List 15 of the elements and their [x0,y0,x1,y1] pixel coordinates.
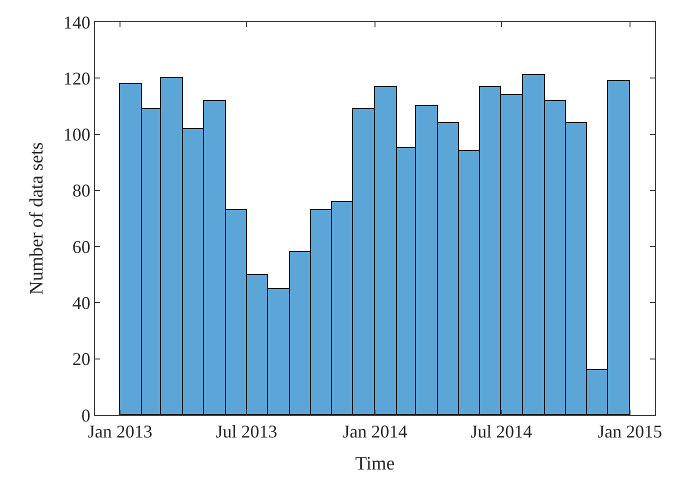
y-tick-label: 120 [63,68,90,88]
x-axis-title: Time [355,453,395,474]
x-tick-label: Jan 2015 [598,422,662,442]
y-axis-title: Number of data sets [26,142,48,295]
y-tick-label: 0 [81,405,90,426]
x-tick-label: Jan 2013 [88,422,152,442]
x-tick-label: Jul 2014 [470,422,532,442]
x-tick-label: Jul 2013 [216,422,278,442]
y-tick-label: 60 [72,236,90,257]
y-tick-label: 20 [72,349,90,370]
y-tick-label: 40 [72,293,90,314]
y-tick-label: 140 [63,12,90,32]
x-tick-label: Jan 2014 [342,422,408,442]
y-tick-label: 100 [63,124,90,145]
y-tick-label: 80 [72,180,90,201]
